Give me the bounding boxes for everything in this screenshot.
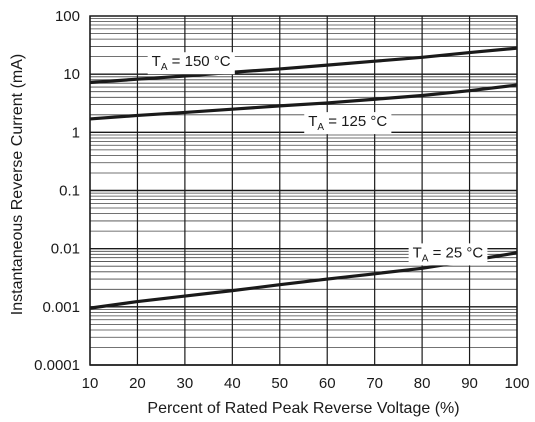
y-axis-title: Instantaneous Reverse Current (mA): [9, 54, 26, 315]
y-tick-label: 0.1: [59, 183, 80, 200]
x-tick-label: 90: [461, 375, 478, 392]
x-tick-label: 30: [177, 375, 194, 392]
x-tick-label: 50: [271, 375, 288, 392]
curve-label-symbol: T: [152, 53, 161, 70]
x-tick-label: 40: [224, 375, 241, 392]
curve-label-subscript: A: [161, 62, 168, 73]
curve-label-bg: [147, 52, 235, 75]
series-line-1: [89, 83, 518, 121]
plot-frame: [89, 15, 518, 366]
y-tick-label: 0.001: [42, 299, 80, 316]
curve-label-0: TA = 150 °C: [152, 53, 231, 73]
curve-label-symbol: T: [413, 244, 422, 261]
x-tick-label: 60: [319, 375, 336, 392]
y-tick-label: 1: [72, 124, 80, 141]
curve-label-subscript: A: [422, 253, 429, 264]
y-tick-label: 100: [55, 8, 80, 25]
y-tick-label: 10: [63, 66, 80, 83]
x-tick-label: 80: [414, 375, 431, 392]
curve-label-2: TA = 25 °C: [413, 244, 484, 264]
x-axis-title: Percent of Rated Peak Reverse Voltage (%…: [147, 400, 459, 417]
curve-label-1: TA = 125 °C: [308, 113, 387, 133]
x-tick-label: 100: [504, 375, 529, 392]
curve-label-value: = 150 °C: [168, 53, 231, 70]
series-line-0: [89, 46, 518, 85]
curve-labels: TA = 150 °CTA = 125 °CTA = 25 °C: [147, 52, 488, 266]
x-tick-label: 10: [82, 375, 99, 392]
curve-label-value: = 25 °C: [428, 244, 483, 261]
x-tick-label: 20: [129, 375, 146, 392]
curve-label-symbol: T: [308, 113, 317, 130]
x-tick-label: 70: [366, 375, 383, 392]
y-tick-label: 0.0001: [34, 357, 80, 374]
y-tick-labels: 100 10 1 0.1 0.01 0.001 0.0001: [34, 8, 80, 374]
grid: [89, 16, 518, 366]
curve-label-bg: [408, 243, 488, 266]
curve-label-bg: [304, 112, 392, 135]
y-tick-label: 0.01: [51, 241, 80, 258]
curve-label-subscript: A: [317, 122, 324, 133]
x-tick-labels: 10 20 30 40 50 60 70 80 90 100: [82, 375, 530, 392]
curve-label-value: = 125 °C: [324, 113, 387, 130]
